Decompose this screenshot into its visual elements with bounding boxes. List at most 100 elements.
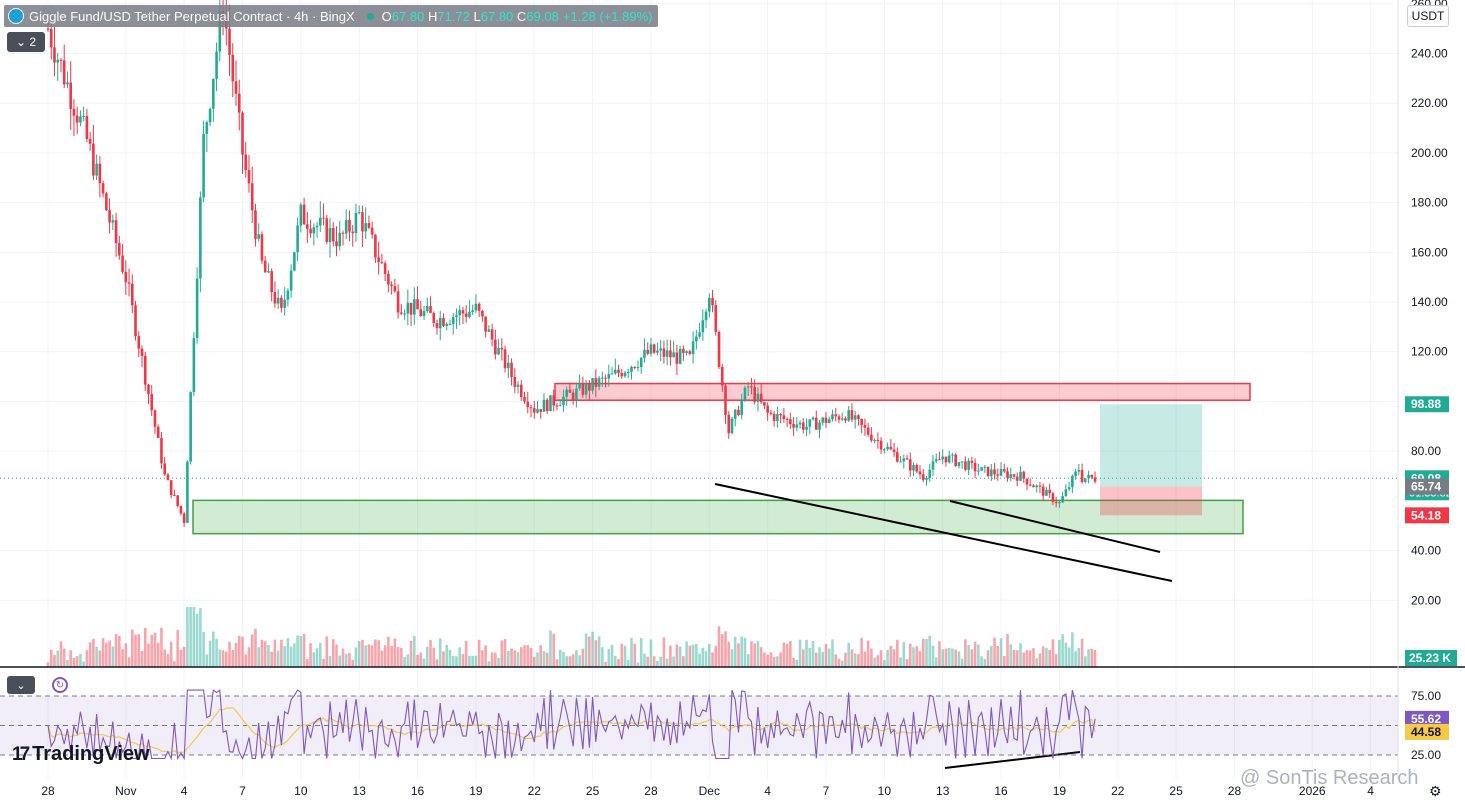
volume-bar [380,650,384,667]
x-tick-label: 25 [586,784,600,798]
volume-bar [374,639,377,667]
candle-body [604,377,607,379]
candle-body [500,347,504,350]
volume-bar [649,639,653,667]
candle-body [140,348,144,356]
candle-body [108,210,111,223]
candle-body [1041,486,1045,496]
volume-bar [354,647,358,667]
volume-bar [834,654,838,667]
candle-body [484,316,487,332]
candle-body [720,366,724,386]
volume-bar [620,643,624,667]
rsi-ma-text: 44.58 [1411,725,1441,739]
volume-bar [944,648,948,667]
candle-body [597,378,601,387]
volume-bar [409,640,413,667]
candle-body [873,440,876,442]
y-tick-label: 140.00 [1411,295,1448,309]
volume-bar [173,661,176,667]
volume-bar [270,651,273,667]
candle-body [422,310,426,317]
candle-body [915,465,919,472]
candle-body [425,306,429,311]
volume-bar [1051,639,1055,667]
volume-bar [1090,648,1094,667]
volume-bar [166,653,170,667]
volume-bar [682,656,685,667]
volume-bar [72,657,76,667]
candle-body [737,409,740,416]
price-label-text: 54.18 [1411,508,1441,522]
volume-bar [665,658,669,667]
candle-body [847,410,850,421]
candle-body [370,227,374,235]
symbol-header[interactable]: Giggle Fund/USD Tether Perpetual Contrac… [4,5,659,27]
candle-body [753,387,756,402]
volume-bar [571,654,575,667]
candle-body [247,169,251,184]
candle-body [665,350,669,357]
volume-bar [289,646,293,667]
volume-bar [675,644,679,667]
volume-bar [448,649,452,667]
candle-body [999,469,1003,476]
volume-bar [396,647,400,667]
candle-body [588,383,591,391]
tradingview-logo[interactable]: 17 TradingView [12,743,150,766]
candle-body [1012,474,1016,477]
candle-body [578,383,581,389]
volume-bar [523,645,526,667]
currency-button[interactable]: USDT [1407,5,1449,27]
candle-body [1071,476,1074,488]
volume-bar [105,642,108,667]
candle-body [429,306,432,313]
candle-body [526,401,530,408]
volume-bar [701,647,705,667]
candle-body [338,232,342,247]
candle-body [908,459,912,471]
candle-body [591,378,594,391]
candle-body [1045,489,1048,496]
candle-body [118,243,121,256]
volume-bar [364,645,367,667]
gear-icon[interactable]: ⚙ [1429,783,1442,799]
candle-body [458,310,461,316]
candle-body [662,348,666,357]
x-tick-label: 16 [411,784,425,798]
candle-body [633,366,637,368]
volume-bar [406,654,410,667]
volume-bar [575,650,578,667]
volume-bar [357,640,361,667]
candle-body [66,82,69,85]
volume-bar [111,646,115,667]
rsi-value-label [1405,710,1449,727]
candle-body [558,405,562,407]
volume-bar [863,651,867,667]
volume-bar [789,641,792,667]
volume-bar [578,655,581,667]
candle-body [529,407,533,409]
x-tick-label: 16 [994,784,1008,798]
volume-bar [497,657,500,667]
candle-body [276,297,280,304]
volume-bar [999,638,1003,667]
rsi-settings-icon[interactable]: ↻ [52,677,68,693]
rsi-collapse-button[interactable]: ⌄ [7,676,35,694]
volume-bar [737,643,740,667]
indicators-collapse-button[interactable]: ⌄ 2 [7,32,45,52]
volume-bar [857,654,860,667]
volume-bar [82,661,85,667]
volume-bar [442,651,445,667]
candle-body [477,303,481,311]
volume-bar [387,636,390,667]
candle-body [494,339,497,355]
volume-bar [403,657,406,667]
volume-bar [169,641,173,667]
volume-bar [795,659,799,667]
candle-body [406,302,410,314]
candle-body [195,278,199,339]
volume-bar [114,634,118,667]
x-tick-label: 28 [41,784,55,798]
